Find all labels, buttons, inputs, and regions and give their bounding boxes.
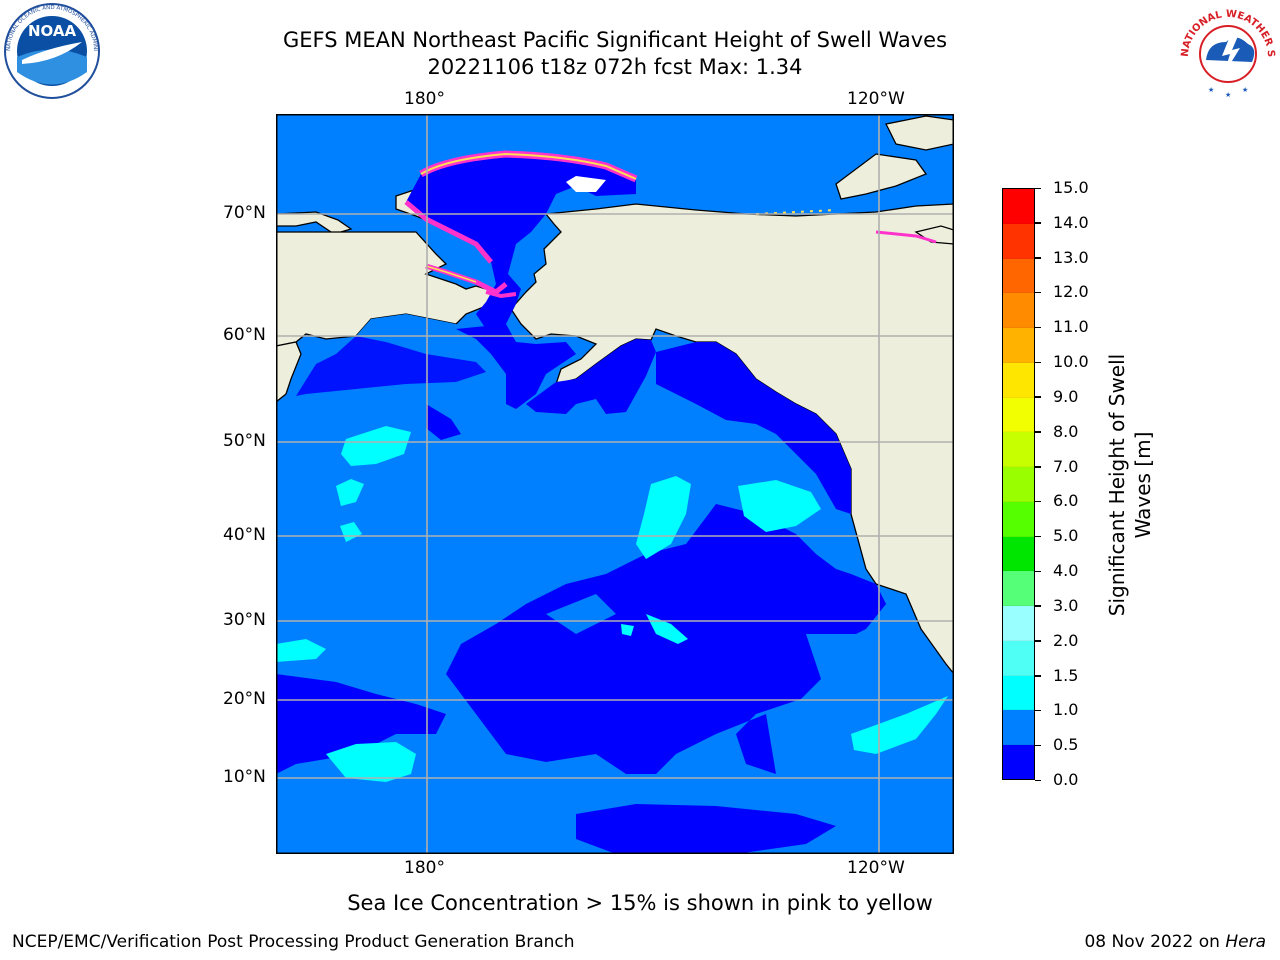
lon-label-top-120w: 120°W	[847, 89, 905, 109]
colorbar-tick-mark	[1035, 744, 1041, 747]
colorbar-segment	[1003, 606, 1034, 641]
noaa-logo-text: NOAA	[28, 22, 77, 40]
colorbar-tick-label: 10.0	[1053, 352, 1089, 372]
colorbar-tick-mark	[1035, 222, 1041, 224]
colorbar-tick-mark	[1035, 640, 1041, 642]
colorbar-tick-mark	[1035, 570, 1041, 573]
colorbar	[1002, 188, 1035, 780]
footer-date-text: 08 Nov 2022 on	[1084, 932, 1226, 952]
lon-label-bottom-180: 180°	[404, 858, 445, 878]
colorbar-segment	[1003, 571, 1034, 607]
colorbar-tick-label: 9.0	[1053, 386, 1079, 406]
colorbar-tick-mark	[1035, 500, 1041, 503]
colorbar-tick-mark	[1035, 605, 1041, 607]
colorbar-segment	[1003, 745, 1034, 780]
colorbar-tick-mark	[1035, 326, 1041, 329]
lat-label-10n: 10°N	[223, 767, 266, 787]
lat-label-40n: 40°N	[223, 525, 266, 545]
lon-label-top-180: 180°	[404, 89, 445, 109]
colorbar-tick-label: 0.5	[1053, 735, 1079, 755]
colorbar-tick-label: 12.0	[1053, 282, 1089, 302]
colorbar-tick-mark	[1035, 187, 1041, 189]
colorbar-tick-label: 2.0	[1053, 630, 1079, 650]
colorbar-tick-label: 15.0	[1053, 178, 1089, 197]
colorbar-tick-mark	[1035, 257, 1041, 259]
colorbar-title: Significant Height of Swell Waves [m]	[1104, 335, 1156, 635]
colorbar-tick-mark	[1035, 675, 1041, 677]
map-subtitle: 20221106 t18z 072h fcst Max: 1.34	[427, 55, 803, 79]
colorbar-segment	[1003, 223, 1034, 259]
colorbar-title-line1: Significant Height of Swell	[1105, 353, 1129, 617]
colorbar-tick-mark	[1035, 779, 1041, 781]
colorbar-tick-label: 14.0	[1053, 212, 1089, 232]
colorbar-segment	[1003, 536, 1034, 572]
colorbar-tick-label: 4.0	[1053, 561, 1079, 581]
colorbar-segment	[1003, 189, 1034, 224]
colorbar-segment	[1003, 432, 1034, 468]
svg-text:★: ★	[1208, 86, 1214, 94]
colorbar-segment	[1003, 328, 1034, 363]
swell-height-map	[275, 114, 955, 854]
colorbar-tick-label: 1.0	[1053, 700, 1079, 720]
sea-ice-caption: Sea Ice Concentration > 15% is shown in …	[347, 891, 933, 915]
colorbar-segment	[1003, 640, 1034, 676]
noaa-logo: NOAA NATIONAL OCEANIC AND ATMOSPHERIC AD…	[0, 0, 102, 100]
colorbar-tick-mark	[1035, 396, 1041, 398]
footer-branch: NCEP/EMC/Verification Post Processing Pr…	[12, 932, 575, 952]
colorbar-segment	[1003, 710, 1034, 746]
colorbar-segment	[1003, 397, 1034, 433]
lat-label-30n: 30°N	[223, 610, 266, 630]
colorbar-segment	[1003, 675, 1034, 711]
colorbar-tick-mark	[1035, 709, 1041, 712]
colorbar-tick-label: 7.0	[1053, 456, 1079, 476]
map-panel	[275, 114, 955, 854]
lat-label-60n: 60°N	[223, 325, 266, 345]
lat-label-50n: 50°N	[223, 431, 266, 451]
lat-label-70n: 70°N	[223, 203, 266, 223]
colorbar-segment	[1003, 362, 1034, 398]
colorbar-segment	[1003, 467, 1034, 502]
lat-label-20n: 20°N	[223, 689, 266, 709]
colorbar-segment	[1003, 293, 1034, 329]
colorbar-tick-mark	[1035, 291, 1041, 294]
colorbar-tick-label: 3.0	[1053, 595, 1079, 615]
colorbar-tick-label: 8.0	[1053, 421, 1079, 441]
colorbar-tick-label: 0.0	[1053, 770, 1079, 789]
colorbar-tick-label: 6.0	[1053, 491, 1079, 511]
colorbar-tick-mark	[1035, 535, 1041, 538]
map-title: GEFS MEAN Northeast Pacific Significant …	[282, 28, 948, 52]
colorbar-title-line2: Waves [m]	[1131, 431, 1155, 539]
colorbar-tick-label: 11.0	[1053, 317, 1089, 337]
svg-text:★: ★	[1242, 86, 1248, 94]
lon-label-bottom-120w: 120°W	[847, 858, 905, 878]
colorbar-tick-label: 13.0	[1053, 247, 1089, 267]
colorbar-segment	[1003, 258, 1034, 294]
colorbar-tick-mark	[1035, 361, 1041, 364]
colorbar-tick-label: 1.5	[1053, 665, 1079, 685]
footer-date: 08 Nov 2022 on Hera	[1084, 932, 1266, 952]
colorbar-tick-mark	[1035, 431, 1041, 433]
svg-text:★: ★	[1225, 91, 1231, 99]
footer-host: Hera	[1225, 932, 1266, 952]
nws-logo: NATIONAL WEATHER SERVICE ★ ★ ★	[1174, 0, 1278, 100]
map-graticule	[276, 114, 954, 854]
colorbar-segment	[1003, 501, 1034, 537]
colorbar-tick-mark	[1035, 466, 1041, 468]
colorbar-tick-label: 5.0	[1053, 526, 1079, 546]
